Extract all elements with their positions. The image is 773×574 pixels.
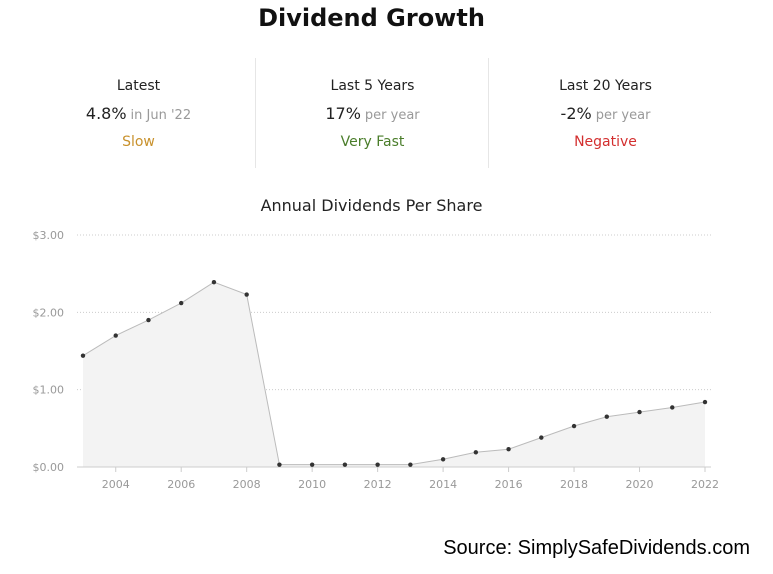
- stats-panel: Latest 4.8% in Jun '22 Slow Last 5 Years …: [22, 58, 722, 168]
- stat-value: -2%: [560, 104, 592, 123]
- data-point: [604, 414, 609, 419]
- area-fill: [83, 282, 705, 467]
- data-point: [211, 279, 217, 285]
- stat-period: in Jun '22: [130, 108, 192, 123]
- x-tick-label: 2018: [560, 478, 588, 491]
- x-tick-label: 2012: [364, 478, 392, 491]
- data-point: [440, 457, 446, 462]
- stat-value: 17%: [325, 104, 361, 123]
- stat-rating: Very Fast: [340, 134, 405, 150]
- stat-period: per year: [595, 108, 651, 123]
- stat-rating: Slow: [122, 134, 155, 150]
- data-point: [146, 317, 151, 323]
- data-point: [80, 353, 86, 358]
- y-tick-label: $2.00: [33, 306, 65, 319]
- y-tick-label: $1.00: [33, 384, 65, 397]
- x-tick-label: 2020: [626, 478, 654, 491]
- stat-latest: Latest 4.8% in Jun '22 Slow: [22, 58, 255, 168]
- stat-label: Last 5 Years: [330, 78, 415, 94]
- data-point: [506, 447, 511, 452]
- data-point: [277, 462, 282, 467]
- stat-label: Last 20 Years: [559, 78, 652, 94]
- dividends-chart: $0.00 $1.00 $2.00 $3.00 2004 2006 2008 2010 2012…: [33, 229, 720, 491]
- data-point: [113, 333, 118, 338]
- data-point: [670, 405, 675, 410]
- series-line: [82, 281, 706, 466]
- x-tick-label: 2022: [691, 478, 719, 491]
- source-credit: Source: SimplySafeDividends.com: [443, 537, 750, 559]
- data-point: [342, 462, 348, 467]
- x-tick-label: 2014: [429, 478, 457, 491]
- data-point: [702, 399, 708, 405]
- y-tick-label: $3.00: [33, 229, 65, 242]
- x-tick-label: 2008: [233, 478, 261, 491]
- stat-last-5-years: Last 5 Years 17% per year Very Fast: [255, 58, 489, 168]
- stat-value: 4.8%: [85, 104, 127, 123]
- stat-last-20-years: Last 20 Years -2% per year Negative: [488, 58, 722, 168]
- y-tick-label: $0.00: [33, 461, 65, 474]
- stat-rating: Negative: [574, 134, 637, 150]
- stat-label: Latest: [116, 78, 161, 94]
- data-point: [309, 462, 315, 467]
- stat-period: per year: [364, 108, 420, 123]
- data-point: [408, 462, 413, 467]
- x-tick-label: 2010: [298, 478, 326, 491]
- data-point: [375, 462, 380, 467]
- data-point: [179, 300, 184, 306]
- page-title: Dividend Growth: [258, 4, 485, 32]
- x-tick-label: 2016: [495, 478, 523, 491]
- data-point: [571, 423, 577, 429]
- data-point: [473, 450, 479, 455]
- x-tick-label: 2006: [167, 478, 195, 491]
- data-point: [244, 292, 249, 297]
- x-tick-label: 2004: [102, 478, 130, 491]
- chart-title: Annual Dividends Per Share: [260, 196, 483, 215]
- data-point: [539, 435, 544, 440]
- data-point: [637, 409, 642, 415]
